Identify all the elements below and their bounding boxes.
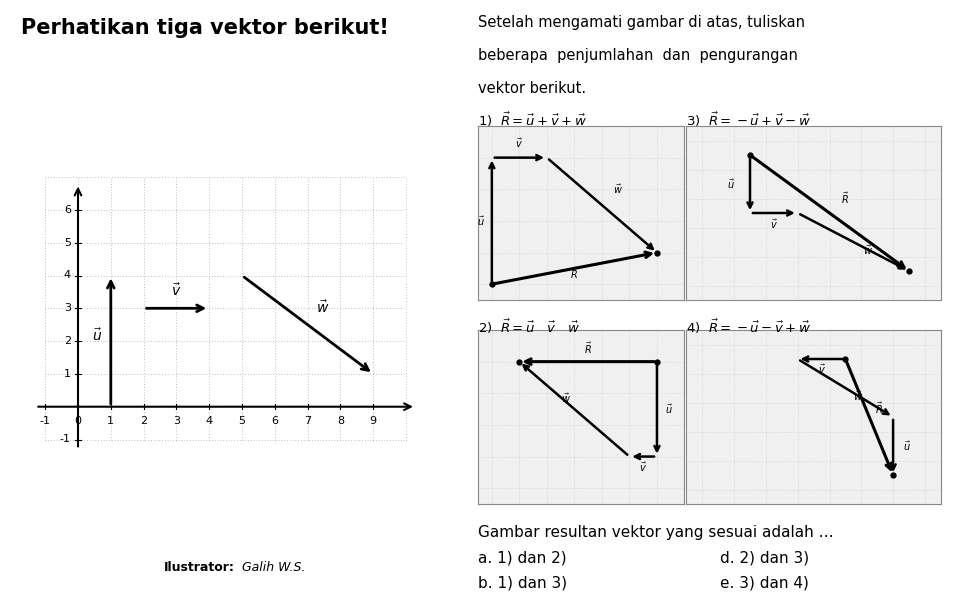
- Text: $\vec{u}$: $\vec{u}$: [727, 178, 734, 191]
- Text: 9: 9: [370, 416, 376, 426]
- Text: $\vec{R}$: $\vec{R}$: [584, 341, 592, 356]
- Text: -1: -1: [60, 434, 71, 445]
- Text: $\vec{R}$: $\vec{R}$: [570, 265, 579, 281]
- Text: -1: -1: [39, 416, 51, 426]
- Text: $\vec{u}$: $\vec{u}$: [477, 214, 486, 227]
- Text: 1)  $\vec{R} = \vec{u} + \vec{v} + \vec{w}$: 1) $\vec{R} = \vec{u} + \vec{v} + \vec{w…: [478, 111, 588, 130]
- Text: 3: 3: [173, 416, 180, 426]
- Text: $\vec{w}$: $\vec{w}$: [562, 391, 571, 405]
- Text: 8: 8: [337, 416, 344, 426]
- Text: Gambar resultan vektor yang sesuai adalah …: Gambar resultan vektor yang sesuai adala…: [478, 525, 834, 540]
- Text: $\vec{u}$: $\vec{u}$: [903, 439, 911, 452]
- Text: beberapa  penjumlahan  dan  pengurangan: beberapa penjumlahan dan pengurangan: [478, 48, 798, 63]
- Text: 6: 6: [272, 416, 278, 426]
- Text: 2)  $\vec{R} = \vec{u} \quad \vec{v} \quad \vec{w}$: 2) $\vec{R} = \vec{u} \quad \vec{v} \qua…: [478, 318, 581, 337]
- Text: 1: 1: [63, 369, 71, 379]
- Text: $\vec{v}$: $\vec{v}$: [516, 137, 523, 150]
- Text: Ilustrator:: Ilustrator:: [164, 561, 235, 574]
- Text: a. 1) dan 2): a. 1) dan 2): [478, 550, 566, 565]
- Text: 4: 4: [63, 271, 71, 280]
- Text: $\vec{v}$: $\vec{v}$: [639, 461, 647, 475]
- Text: $\vec{w}$: $\vec{w}$: [316, 299, 329, 316]
- Text: $\vec{w}$: $\vec{w}$: [853, 390, 863, 403]
- Text: $\vec{R}$: $\vec{R}$: [875, 401, 883, 416]
- Text: 2: 2: [140, 416, 147, 426]
- Text: d. 2) dan 3): d. 2) dan 3): [720, 550, 809, 565]
- Text: b. 1) dan 3): b. 1) dan 3): [478, 575, 567, 590]
- Text: vektor berikut.: vektor berikut.: [478, 81, 587, 96]
- Text: 3)  $\vec{R} = -\vec{u} + \vec{v} - \vec{w}$: 3) $\vec{R} = -\vec{u} + \vec{v} - \vec{…: [686, 111, 812, 130]
- Text: $\vec{v}$: $\vec{v}$: [770, 218, 778, 231]
- Text: $\vec{v}$: $\vec{v}$: [818, 362, 826, 376]
- Text: $\vec{R}$: $\vec{R}$: [841, 191, 850, 206]
- Text: e. 3) dan 4): e. 3) dan 4): [720, 575, 809, 590]
- Text: 5: 5: [238, 416, 246, 426]
- Text: 7: 7: [304, 416, 311, 426]
- Text: 6: 6: [63, 205, 71, 215]
- Text: $\vec{v}$: $\vec{v}$: [171, 282, 181, 299]
- Text: 1: 1: [108, 416, 114, 426]
- Text: 5: 5: [63, 238, 71, 248]
- Text: 0: 0: [75, 416, 82, 426]
- Text: $\vec{u}$: $\vec{u}$: [92, 328, 103, 344]
- Text: 3: 3: [63, 304, 71, 313]
- Text: Setelah mengamati gambar di atas, tuliskan: Setelah mengamati gambar di atas, tulisk…: [478, 15, 805, 30]
- Text: $\vec{u}$: $\vec{u}$: [664, 403, 672, 416]
- Text: Perhatikan tiga vektor berikut!: Perhatikan tiga vektor berikut!: [21, 18, 389, 38]
- Text: 4)  $\vec{R} = -\vec{u} - \vec{v} + \vec{w}$: 4) $\vec{R} = -\vec{u} - \vec{v} + \vec{…: [686, 318, 812, 337]
- Text: $\vec{w}$: $\vec{w}$: [613, 182, 623, 196]
- Text: $\vec{w}$: $\vec{w}$: [863, 244, 873, 257]
- Text: 4: 4: [205, 416, 213, 426]
- Text: 2: 2: [63, 336, 71, 346]
- Text: Galih W.S.: Galih W.S.: [238, 561, 305, 574]
